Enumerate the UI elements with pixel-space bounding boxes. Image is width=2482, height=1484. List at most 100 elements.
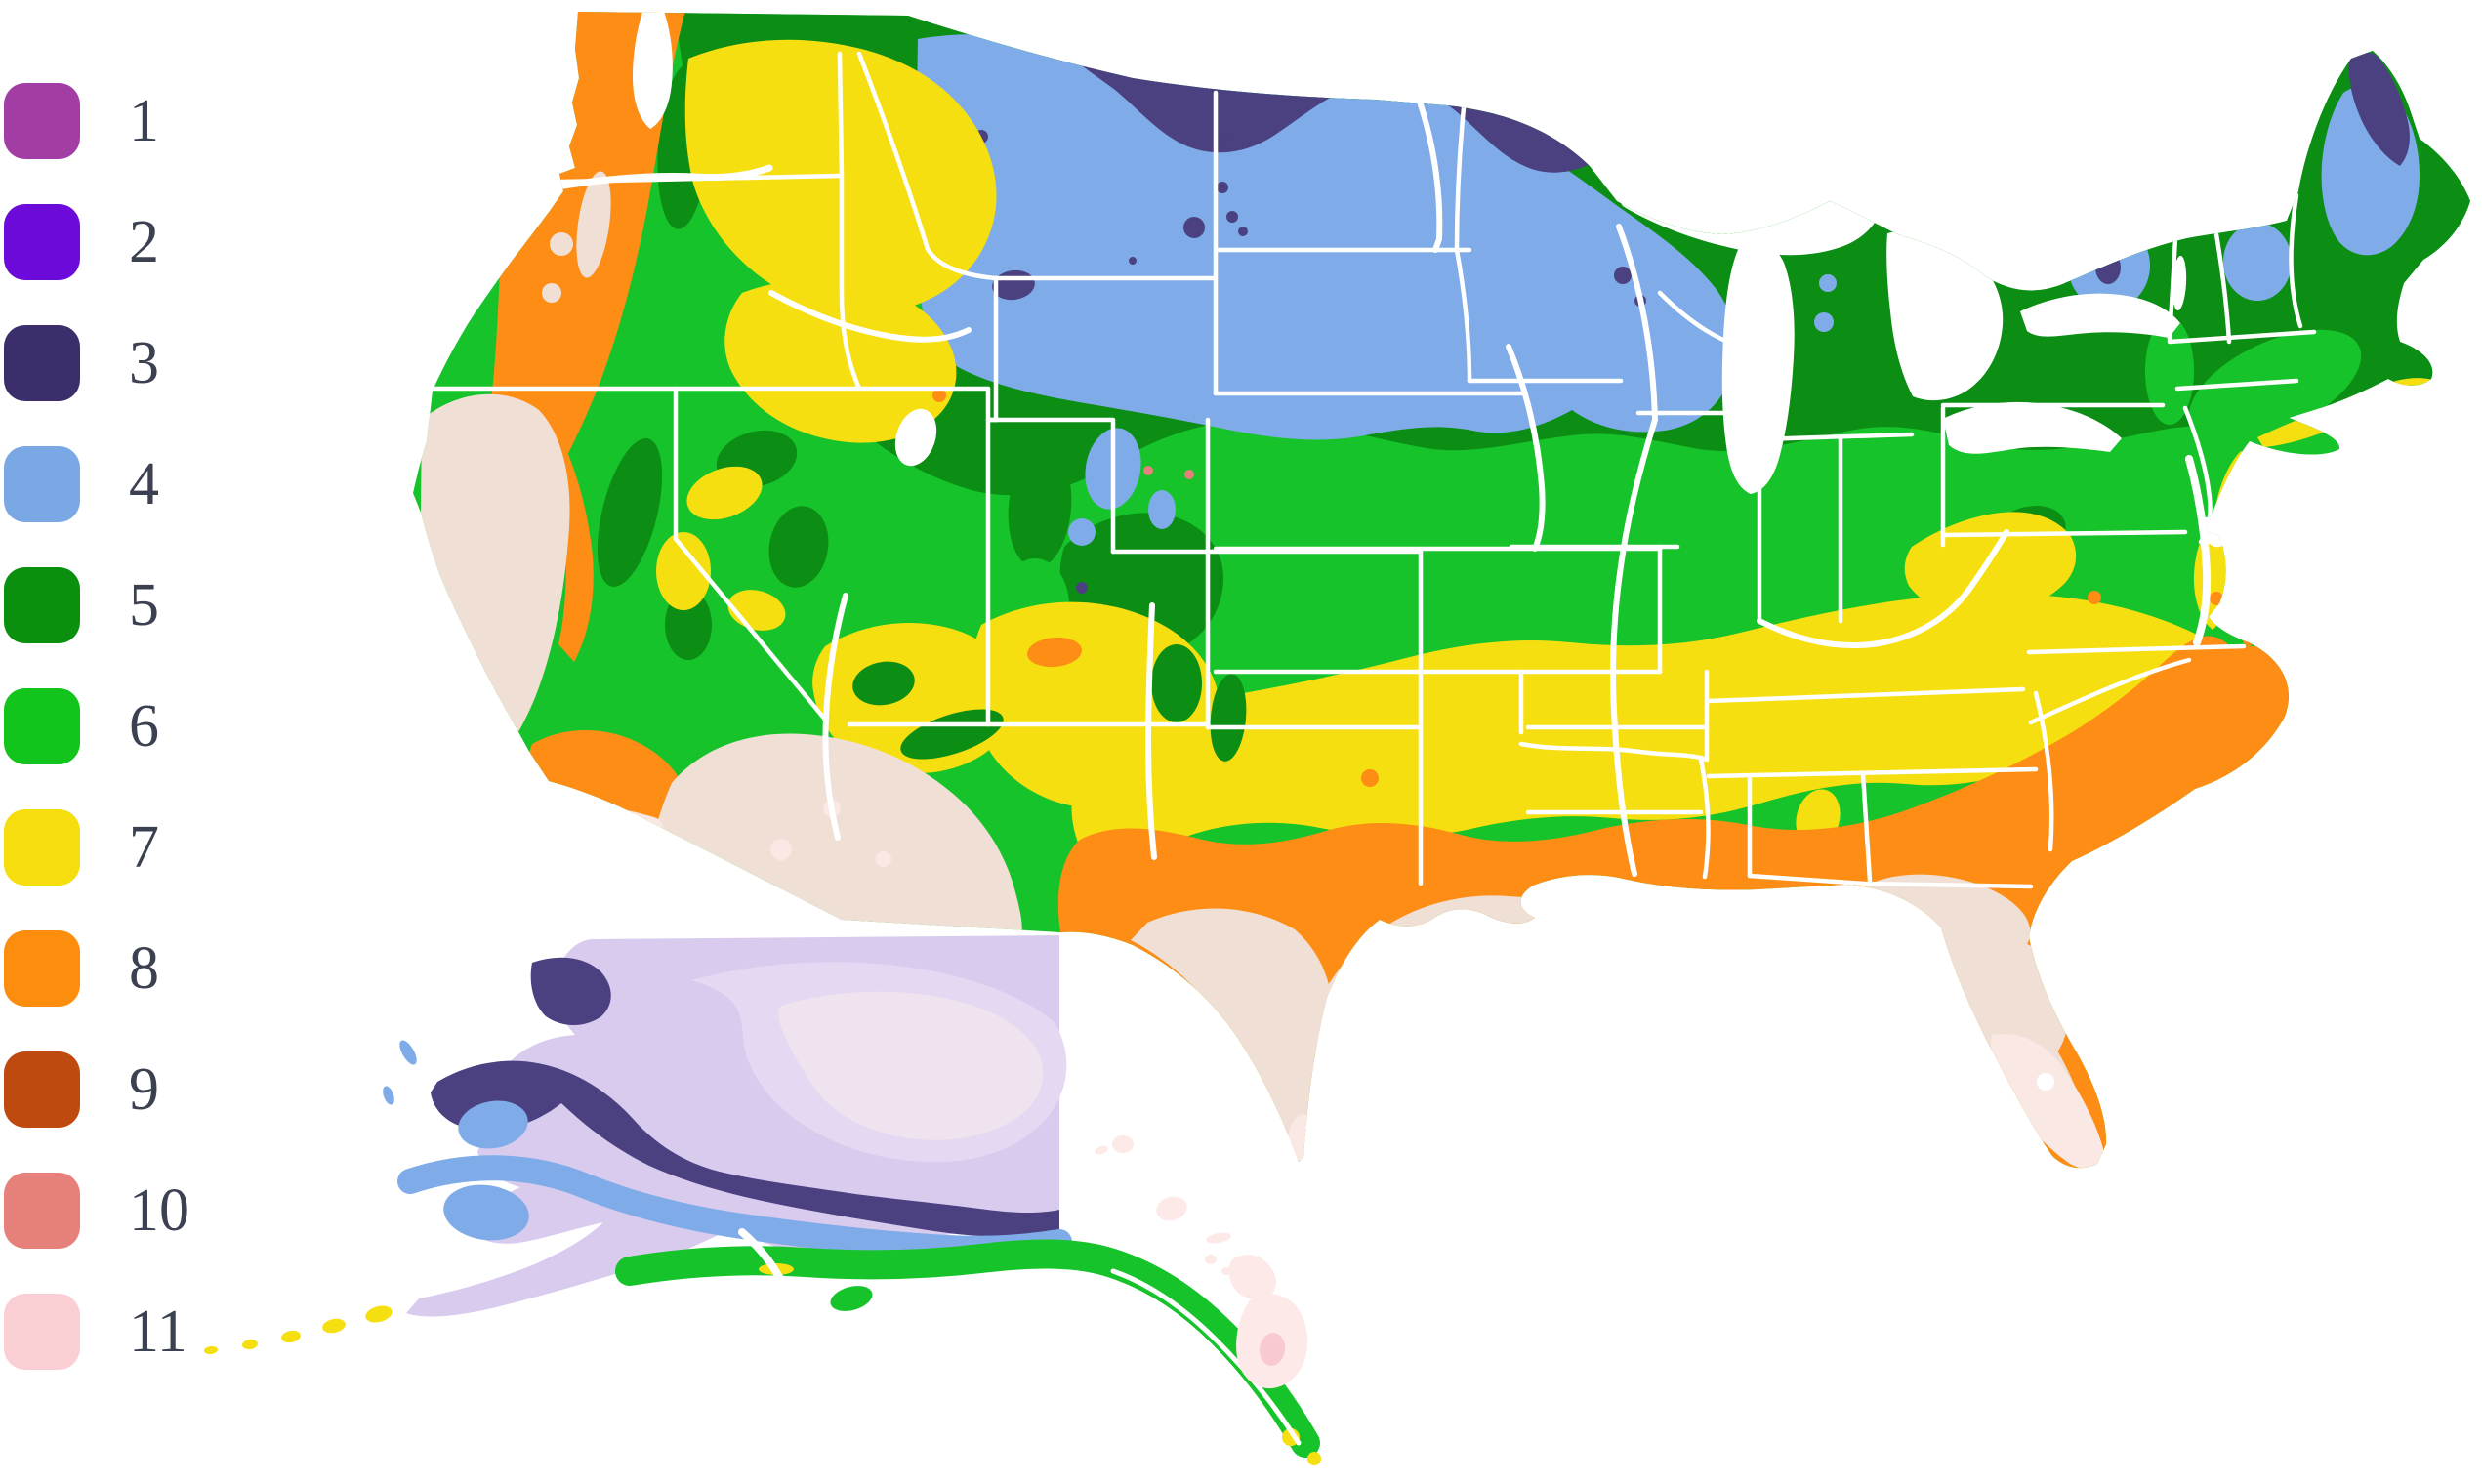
zone-patch <box>1210 674 1247 762</box>
zone-dot <box>1819 274 1837 292</box>
island-niihau <box>1095 1145 1108 1155</box>
zone-dot <box>204 1345 218 1355</box>
cook-inlet <box>738 1228 783 1281</box>
zone-1-swatch <box>4 83 80 159</box>
zone-patch <box>656 532 711 610</box>
zone-dot <box>1183 217 1205 238</box>
zone-patch <box>1904 512 2077 617</box>
zone-dot <box>1184 470 1194 479</box>
zone-patch <box>768 506 829 588</box>
zone-5-label: 5 <box>129 572 159 639</box>
zone-patch <box>443 1184 529 1241</box>
zone-patch <box>724 279 957 443</box>
ohio-river <box>1757 529 2009 649</box>
zone-dot <box>770 839 792 860</box>
alaska-interior-core <box>778 991 1044 1140</box>
zone-patch <box>2145 317 2194 425</box>
zone-dot <box>731 878 745 891</box>
zone-dot <box>876 851 891 867</box>
zone-dot <box>322 1318 346 1334</box>
zone-patch <box>1151 644 1202 722</box>
zone-dot <box>1068 518 1096 546</box>
zone-patch <box>530 957 611 1025</box>
legend-item-zone-4: 4 <box>4 446 189 522</box>
zone-dot <box>1129 257 1137 265</box>
island-lanai <box>1205 1255 1217 1264</box>
lake-michigan <box>1721 240 1795 494</box>
lake-erie <box>1943 401 2122 454</box>
zone-dot <box>2242 623 2255 646</box>
zone-dot <box>1614 267 1632 284</box>
zone-7-swatch <box>4 809 80 886</box>
zone-patch <box>597 438 663 587</box>
legend-item-zone-7: 7 <box>4 809 189 886</box>
zone-dot <box>281 1330 301 1343</box>
zone-5-swatch <box>4 567 80 643</box>
lake-okeechobee <box>2037 1073 2054 1091</box>
legend-item-zone-9: 9 <box>4 1051 189 1128</box>
alaska-inset <box>204 935 1321 1465</box>
zone-dot <box>242 1339 258 1350</box>
alaska-zone-7 <box>204 1263 1321 1465</box>
zone-patch <box>2375 378 2435 402</box>
zone-patch <box>686 466 763 520</box>
zone-9-swatch <box>4 1051 80 1128</box>
kodiak-island <box>830 1286 873 1311</box>
missouri-river-upper <box>1415 93 1443 253</box>
alaska-zone-4 <box>383 1040 529 1241</box>
zone-dot <box>1217 182 1228 193</box>
legend-item-zone-5: 5 <box>4 567 189 643</box>
zone-dot <box>1361 769 1379 787</box>
zone-patch <box>2223 223 2292 301</box>
mississippi-river <box>1610 224 1659 877</box>
island-oahu <box>1156 1196 1187 1221</box>
zone-dot <box>1238 227 1248 236</box>
alaska-white-details <box>738 1228 1302 1446</box>
lake-huron <box>1886 229 2004 401</box>
zone-2-label: 2 <box>129 209 159 275</box>
zone-patch <box>852 661 915 706</box>
zone-patch <box>1008 447 1072 568</box>
zone-4-swatch <box>4 446 80 522</box>
zone-3-label: 3 <box>129 330 159 396</box>
island-kahoolawe <box>1221 1267 1231 1275</box>
zone-8-label: 8 <box>129 935 159 1002</box>
zone-dot <box>2210 592 2223 605</box>
chesapeake-bay <box>2185 455 2212 646</box>
zone-2-swatch <box>4 204 80 280</box>
island-kauai <box>1112 1135 1134 1153</box>
state-borders <box>425 51 2317 889</box>
zone-patch <box>1131 908 1334 1162</box>
zone-patch <box>1991 1034 2105 1169</box>
zone-11-label: 11 <box>129 1298 187 1365</box>
zone-patch <box>458 1100 528 1149</box>
zone-7-label: 7 <box>129 814 159 881</box>
puget-sound <box>633 12 673 129</box>
zone-1-label: 1 <box>129 88 159 154</box>
zone-patch <box>2188 329 2362 442</box>
legend-item-zone-3: 3 <box>4 325 189 401</box>
hawaii-inset <box>1095 1135 1308 1389</box>
zone-dot <box>2095 251 2121 284</box>
gulf-coast-strip <box>1310 891 2076 1119</box>
zone-dot <box>399 1040 417 1065</box>
zone-patch <box>1027 637 1082 668</box>
legend-item-zone-8: 8 <box>4 930 189 1007</box>
zone-10-swatch <box>4 1173 80 1249</box>
zone-dot <box>932 389 946 402</box>
zone-dot <box>1814 312 1834 332</box>
zone-patch <box>2348 52 2410 167</box>
rio-grande <box>1144 602 1157 860</box>
zone-dot <box>2088 591 2101 604</box>
island-maui <box>1228 1255 1276 1300</box>
panhandle-fjords <box>1110 1268 1302 1446</box>
zone-dot <box>1307 1452 1321 1465</box>
zone-3-swatch <box>4 325 80 401</box>
zone-dot <box>1143 466 1153 475</box>
zone-dot <box>1787 200 1802 216</box>
zone-dot <box>550 232 573 256</box>
zone-dot <box>365 1305 393 1323</box>
zone-9-label: 9 <box>129 1056 159 1123</box>
